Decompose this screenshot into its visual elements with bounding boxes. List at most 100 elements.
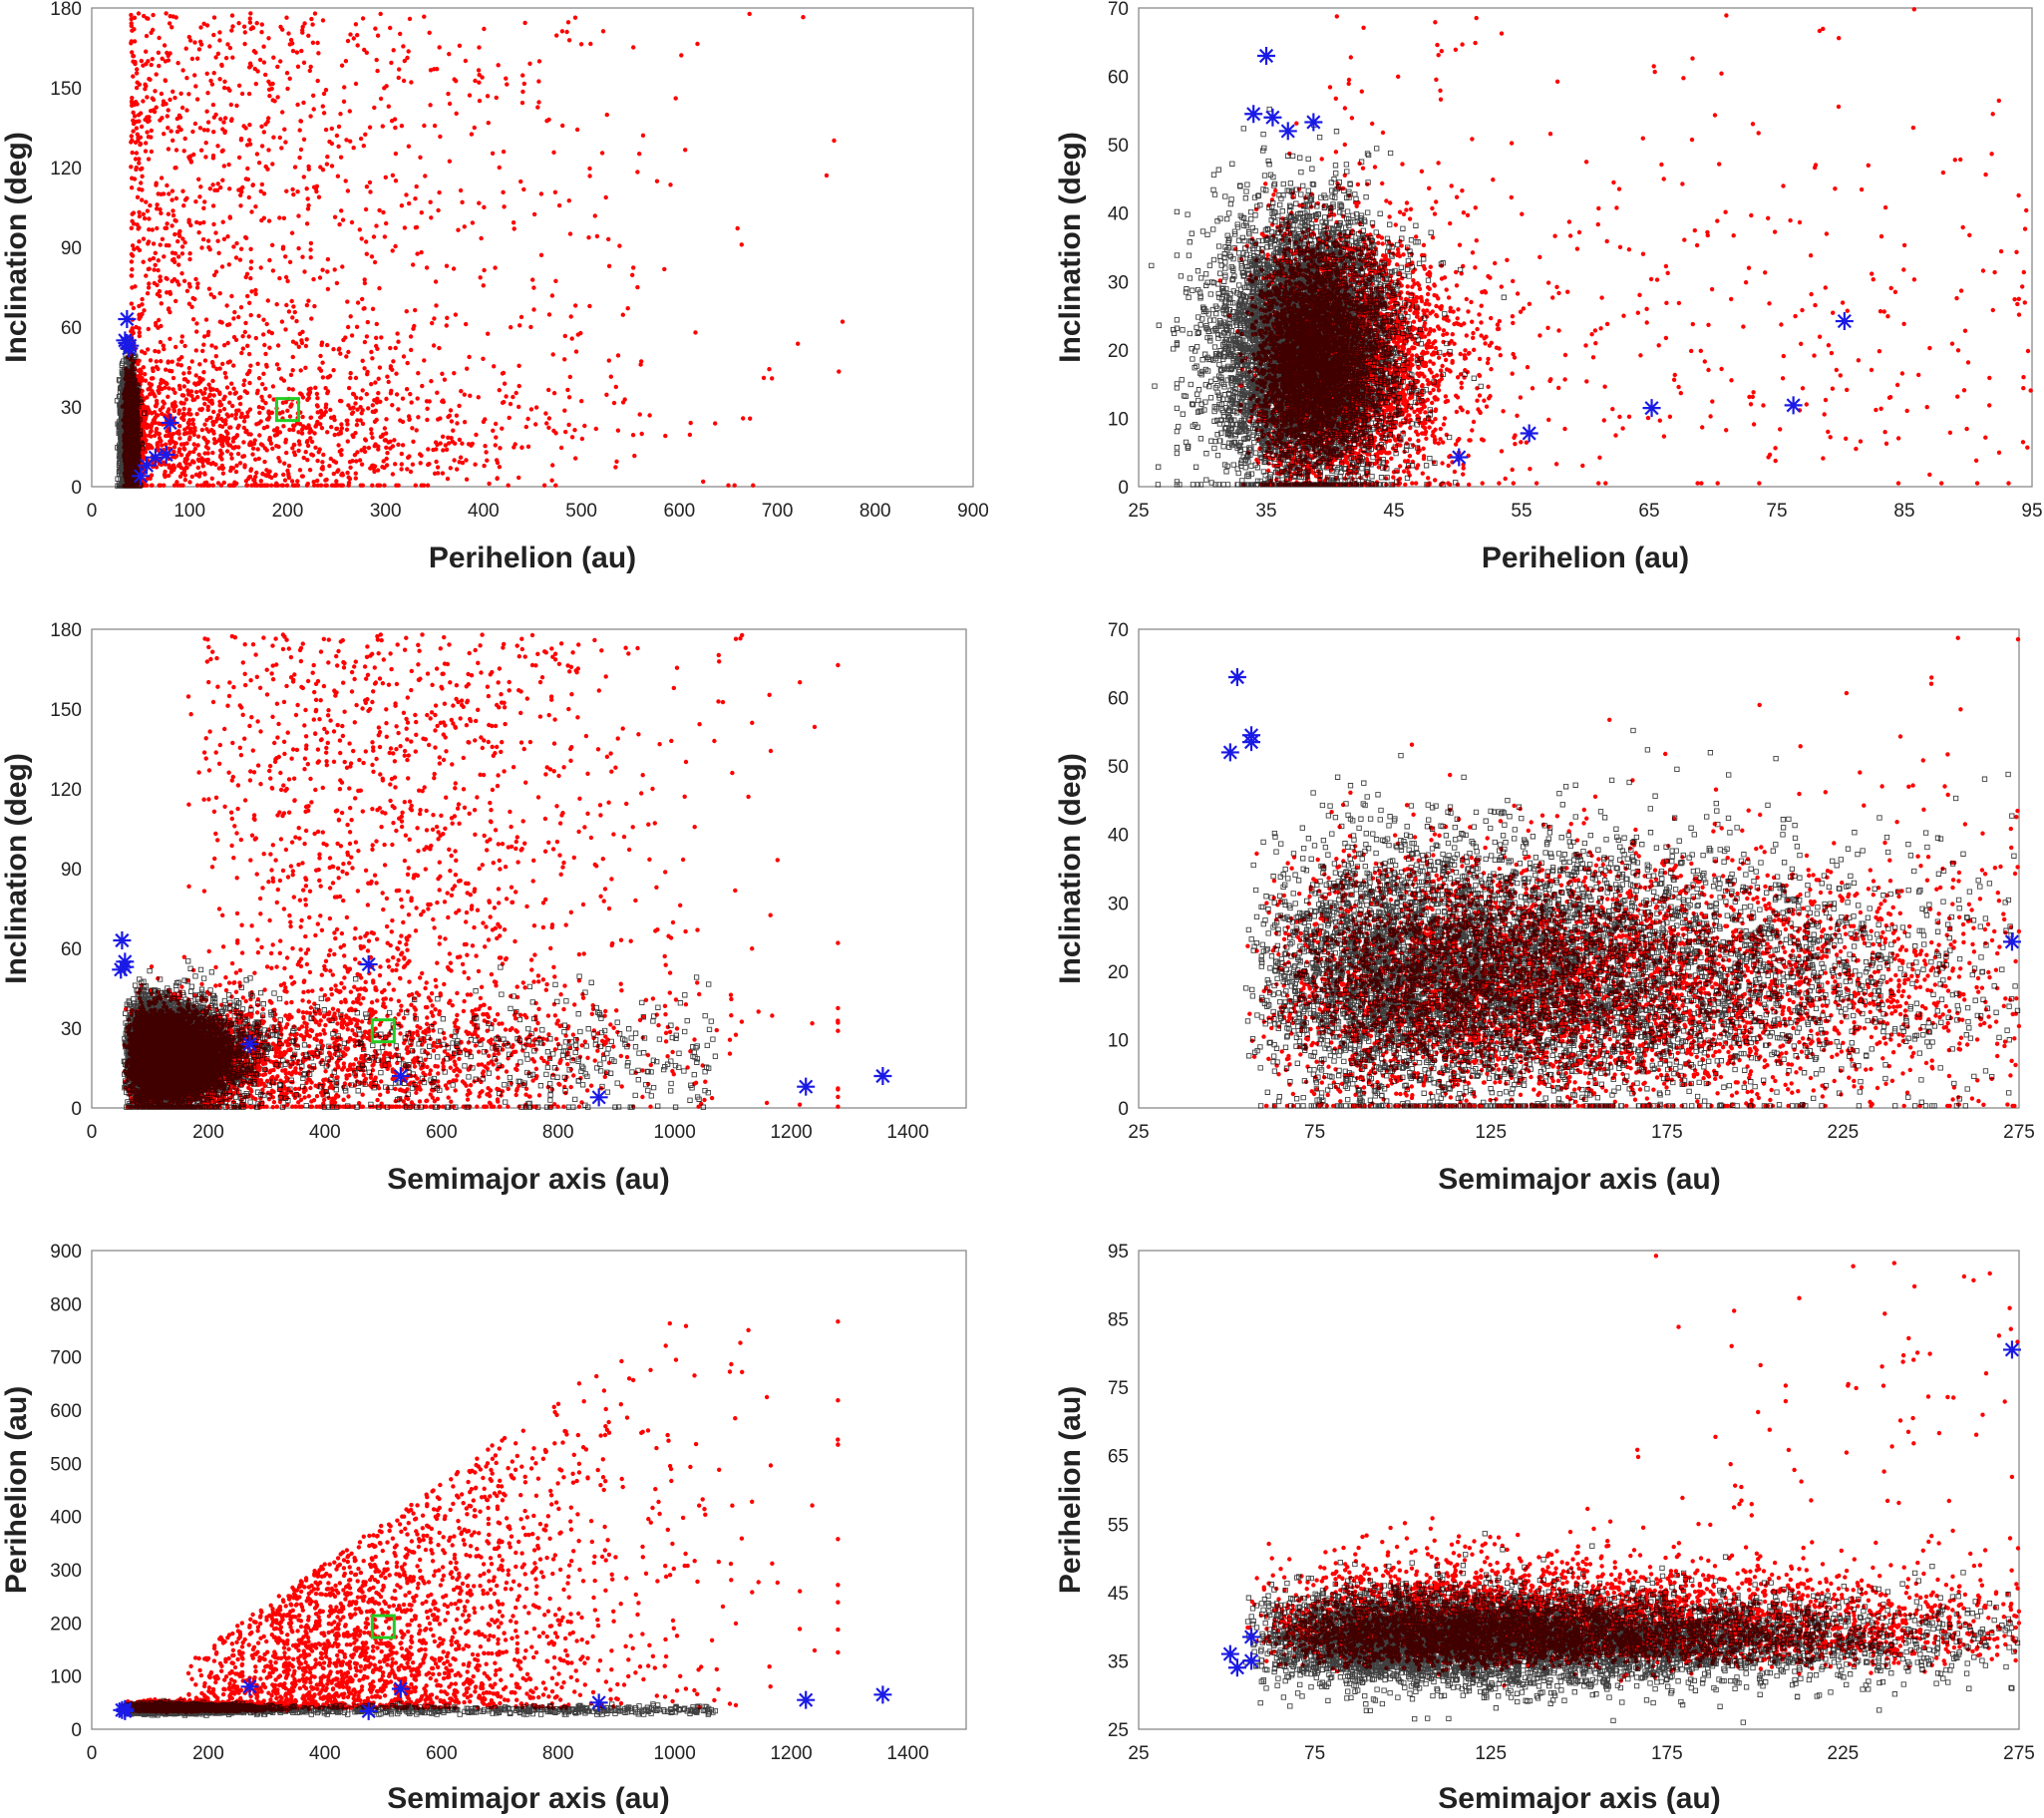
known-object-asterisk [1227, 668, 1246, 686]
x-tick-label: 1000 [654, 1743, 696, 1764]
y-axis-title: Perihelion (au) [0, 1386, 33, 1594]
observed-points [120, 11, 846, 489]
known-object-asterisk [240, 1035, 259, 1053]
observed-dot-markers [120, 11, 846, 489]
comparison-square-markers [1243, 727, 2021, 1109]
known-object-asterisk [797, 1077, 816, 1096]
x-tick-labels: 0 100 200 300 400 500 600 700 800 900 [87, 501, 989, 522]
comparison-points [1243, 727, 2021, 1109]
known-object-asterisk [1242, 1651, 1261, 1670]
y-tick-label: 40 [1108, 826, 1129, 847]
known-object-asterisk [797, 1690, 816, 1709]
x-tick-label: 25 [1128, 1122, 1149, 1143]
y-tick-label: 50 [1108, 757, 1129, 778]
x-tick-label: 600 [663, 501, 695, 522]
x-tick-label: 400 [468, 501, 500, 522]
known-object-markers [116, 310, 179, 486]
x-tick-label: 0 [87, 1743, 98, 1764]
planet-marker [274, 397, 300, 423]
x-tick-label: 200 [192, 1122, 224, 1143]
y-tick-label: 60 [1108, 68, 1129, 89]
known-object-asterisk [1244, 105, 1263, 124]
x-tick-labels: 0 200 400 600 800 1000 1200 1400 [87, 1743, 929, 1764]
y-tick-label: 0 [71, 1099, 82, 1120]
x-tick-labels: 0 200 400 600 800 1000 1200 1400 [87, 1122, 929, 1143]
y-tick-label: 50 [1108, 136, 1129, 157]
observed-points [1245, 635, 2022, 1109]
panel-semimajor-vs-inclination-full: 0 200 400 600 800 1000 1200 1400 0 30 60 90 120 150 1… [0, 620, 967, 1196]
known-object-asterisk [2002, 932, 2021, 951]
x-tick-label: 225 [1828, 1122, 1860, 1143]
known-object-markers [113, 1677, 892, 1720]
y-tick-label: 55 [1108, 1515, 1129, 1536]
y-tick-label: 70 [1108, 0, 1129, 20]
observed-points [1217, 7, 2033, 488]
known-object-asterisk [157, 446, 175, 464]
y-tick-label: 85 [1108, 1310, 1129, 1331]
x-tick-label: 900 [957, 501, 989, 522]
y-tick-label: 0 [71, 478, 82, 499]
known-object-asterisk [113, 931, 132, 949]
x-tick-label: 45 [1383, 501, 1404, 522]
plot-frame [91, 7, 974, 488]
y-tick-label: 150 [50, 79, 82, 100]
comparison-points [1149, 106, 1507, 488]
x-tick-label: 100 [173, 501, 205, 522]
y-tick-label: 300 [50, 1561, 82, 1582]
known-object-asterisk [116, 1699, 135, 1718]
x-tick-label: 75 [1304, 1122, 1325, 1143]
known-object-asterisk [1220, 1644, 1239, 1663]
y-tick-label: 25 [1108, 1720, 1129, 1741]
y-tick-label: 120 [50, 159, 82, 180]
x-axis-title: Semimajor axis (au) [1438, 1782, 1720, 1815]
known-object-asterisk [589, 1088, 608, 1107]
y-tick-label: 30 [61, 398, 82, 419]
known-object-markers [112, 931, 892, 1107]
x-tick-labels: 25 75 125 175 225 275 [1128, 1122, 2034, 1143]
comparison-square-markers [1243, 1531, 2021, 1725]
known-object-asterisk [2002, 1340, 2021, 1359]
known-object-asterisk [116, 952, 135, 971]
x-tick-label: 75 [1766, 501, 1787, 522]
y-tick-label: 35 [1108, 1651, 1129, 1672]
known-object-asterisk [121, 336, 140, 355]
x-tick-label: 600 [426, 1122, 458, 1143]
known-object-asterisk [391, 1067, 410, 1085]
y-axis-title: Inclination (deg) [1054, 753, 1087, 984]
comparison-points [1243, 1531, 2021, 1725]
x-tick-label: 500 [565, 501, 597, 522]
comparison-square-markers [121, 958, 719, 1110]
planet-marker [370, 1614, 396, 1639]
y-tick-label: 65 [1108, 1447, 1129, 1468]
comparison-square-markers [121, 1697, 719, 1718]
known-object-asterisk [1450, 448, 1469, 467]
y-tick-label: 700 [50, 1348, 82, 1369]
x-tick-label: 1400 [886, 1743, 928, 1764]
y-tick-label: 200 [50, 1614, 82, 1635]
known-object-markers [1220, 668, 2021, 951]
x-tick-label: 200 [272, 501, 304, 522]
panel-semimajor-vs-perihelion-zoom: 25 75 125 175 225 275 25 35 45 55 65 75 85 95 Semima… [1054, 1242, 2035, 1815]
plot-frame [1138, 7, 2033, 488]
x-tick-label: 125 [1475, 1122, 1507, 1143]
known-object-asterisk [391, 1679, 410, 1698]
y-tick-labels: 0 100 200 300 400 500 600 700 800 900 [50, 1242, 82, 1741]
known-object-asterisk [138, 456, 157, 475]
x-tick-label: 400 [309, 1743, 341, 1764]
y-tick-label: 10 [1108, 409, 1129, 430]
x-tick-label: 800 [542, 1743, 574, 1764]
x-axis-title: Perihelion (au) [429, 542, 636, 574]
planet-square-marker [370, 1614, 396, 1639]
known-object-asterisk [873, 1685, 892, 1704]
panel-semimajor-vs-perihelion-full: 0 200 400 600 800 1000 1200 1400 0 100 200 300 400 5… [0, 1242, 967, 1815]
comparison-points [121, 1697, 719, 1718]
y-tick-label: 180 [50, 620, 82, 641]
known-object-asterisk [589, 1693, 608, 1712]
observed-dot-markers [1217, 7, 2033, 488]
y-tick-label: 900 [50, 1242, 82, 1263]
planet-square-marker [274, 397, 300, 423]
x-axis-title: Semimajor axis (au) [1438, 1163, 1720, 1196]
x-tick-label: 800 [542, 1122, 574, 1143]
y-tick-label: 95 [1108, 1242, 1129, 1263]
